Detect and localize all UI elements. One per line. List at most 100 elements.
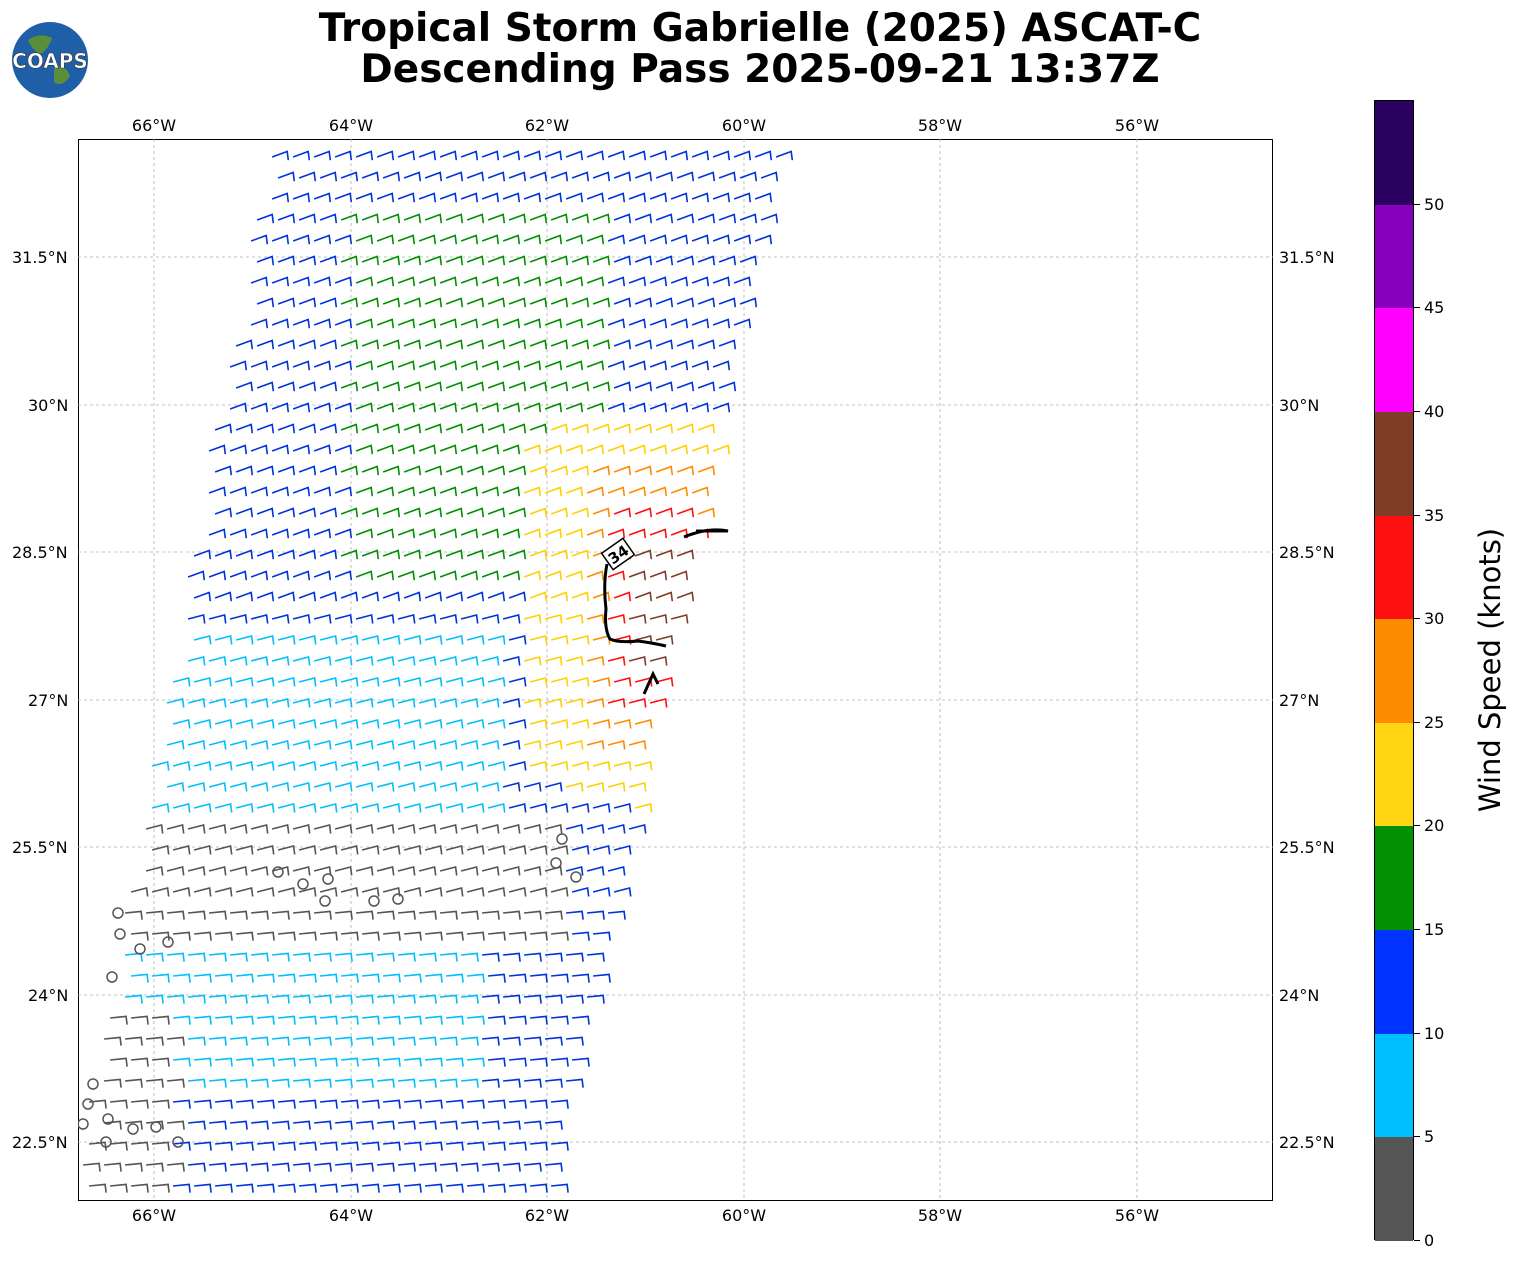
wind-barb	[313, 275, 331, 286]
wind-barb	[334, 1078, 353, 1088]
wind-barb	[229, 1162, 248, 1172]
wind-barb	[634, 254, 652, 265]
wind-barb	[487, 1057, 506, 1067]
wind-barb	[487, 296, 505, 307]
wind-barb	[565, 401, 583, 412]
wind-barb	[502, 613, 520, 624]
wind-barb	[103, 1162, 122, 1172]
colorbar-tick-label: 45	[1424, 298, 1445, 318]
calm-wind-circle	[321, 872, 334, 885]
wind-barb	[397, 697, 415, 708]
wind-barb	[298, 634, 316, 645]
wind-barb	[544, 781, 562, 792]
wind-barb	[565, 527, 583, 538]
wind-barb	[334, 401, 352, 412]
wind-barb	[712, 443, 730, 454]
wind-barb	[250, 485, 268, 496]
wind-barb	[460, 401, 478, 412]
wind-barb	[607, 697, 625, 708]
wind-barb	[298, 1057, 317, 1067]
wind-barb	[376, 275, 394, 286]
wind-barb	[277, 548, 295, 559]
wind-barb	[460, 613, 478, 624]
wind-barb	[613, 212, 631, 223]
wind-barb	[466, 380, 484, 391]
map-plot[interactable]: 34	[77, 138, 1273, 1201]
wind-barb	[355, 317, 373, 328]
wind-barb	[229, 1078, 248, 1088]
wind-barb	[214, 464, 232, 475]
wind-barb	[634, 802, 652, 813]
wind-barb	[256, 1015, 275, 1025]
map-panel[interactable]: 34	[77, 138, 1273, 1201]
wind-barb	[544, 149, 562, 160]
wind-barb	[445, 718, 463, 729]
svg-text:COAPS: COAPS	[12, 49, 88, 73]
wind-barb	[361, 590, 379, 601]
wind-barb	[403, 212, 421, 223]
wind-barb	[208, 910, 227, 920]
wind-barb	[166, 1162, 185, 1172]
wind-barb	[460, 910, 479, 920]
wind-barb	[403, 380, 421, 391]
wind-barb	[355, 655, 373, 666]
wind-barb	[298, 590, 316, 601]
wind-barb	[271, 275, 289, 286]
wind-barb	[550, 634, 568, 645]
wind-barb	[481, 233, 499, 244]
wind-barb	[439, 527, 457, 538]
wind-barb	[397, 401, 415, 412]
wind-barb	[397, 569, 415, 580]
wind-barb	[529, 506, 547, 517]
wind-barb	[487, 760, 505, 771]
wind-barb	[424, 212, 442, 223]
wind-barb	[292, 191, 310, 202]
wind-barb	[277, 296, 295, 307]
wind-barb	[481, 781, 499, 792]
wind-barb	[214, 973, 233, 983]
wind-barb	[250, 1078, 269, 1088]
wind-barb	[487, 212, 505, 223]
wind-barb	[424, 931, 443, 941]
wind-barb	[466, 634, 484, 645]
wind-barb	[187, 1120, 206, 1130]
wind-barb	[592, 760, 610, 771]
wind-barb	[739, 170, 757, 181]
wind-barb	[193, 718, 211, 729]
wind-barb	[319, 170, 337, 181]
wind-barb	[187, 781, 205, 792]
wind-barb	[361, 506, 379, 517]
wind-barb	[298, 844, 316, 855]
wind-barb	[88, 1183, 107, 1193]
wind-barb	[739, 296, 757, 307]
wind-barb	[319, 254, 337, 265]
wind-barb	[418, 527, 436, 538]
wind-barb	[445, 254, 463, 265]
wind-barb	[235, 676, 253, 687]
wind-barb	[214, 886, 232, 897]
wind-barb	[649, 191, 667, 202]
wind-barb	[460, 443, 478, 454]
wind-barb	[529, 1057, 548, 1067]
wind-barb	[271, 191, 289, 202]
wind-barb	[340, 973, 359, 983]
wind-barb	[88, 1141, 107, 1151]
wind-barb	[628, 233, 646, 244]
wind-barb	[634, 506, 652, 517]
wind-barb	[628, 527, 646, 538]
wind-barb	[187, 697, 205, 708]
colorbar-segment	[1375, 204, 1413, 309]
wind-barb	[571, 506, 589, 517]
wind-barb	[145, 994, 164, 1004]
wind-barb	[382, 634, 400, 645]
wind-barb	[340, 1099, 359, 1109]
wind-barb	[397, 443, 415, 454]
wind-barb	[103, 1078, 122, 1088]
wind-barb	[649, 317, 667, 328]
wind-barb	[418, 613, 436, 624]
wind-barb	[235, 506, 253, 517]
wind-barb	[481, 613, 499, 624]
wind-barb	[319, 422, 337, 433]
wind-barb	[298, 718, 316, 729]
wind-barb	[529, 634, 547, 645]
